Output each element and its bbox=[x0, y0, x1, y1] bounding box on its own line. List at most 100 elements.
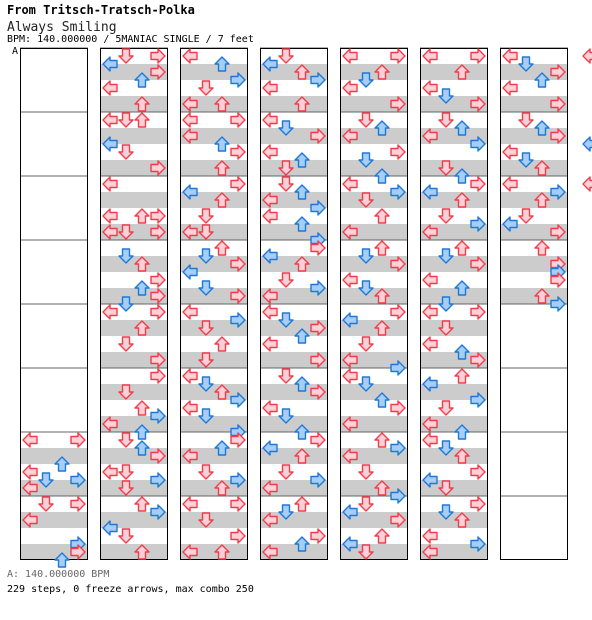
down-arrow-icon bbox=[278, 368, 294, 384]
left-arrow-icon bbox=[22, 464, 38, 480]
left-arrow-icon bbox=[182, 96, 198, 112]
right-arrow-icon bbox=[390, 144, 406, 160]
column-border bbox=[100, 48, 168, 560]
up-arrow-icon bbox=[214, 544, 230, 560]
right-arrow-icon bbox=[230, 312, 246, 328]
right-arrow-icon bbox=[150, 304, 166, 320]
up-arrow-icon bbox=[534, 240, 550, 256]
up-arrow-icon bbox=[214, 160, 230, 176]
left-arrow-icon bbox=[22, 480, 38, 496]
column-border bbox=[420, 48, 488, 560]
beat-stripe bbox=[420, 448, 488, 464]
down-arrow-icon bbox=[438, 208, 454, 224]
down-arrow-icon bbox=[438, 480, 454, 496]
left-arrow-icon bbox=[182, 224, 198, 240]
up-arrow-icon bbox=[374, 208, 390, 224]
left-arrow-icon bbox=[342, 48, 358, 64]
up-arrow-icon bbox=[214, 384, 230, 400]
right-arrow-icon bbox=[230, 496, 246, 512]
up-arrow-icon bbox=[454, 168, 470, 184]
left-arrow-icon bbox=[182, 368, 198, 384]
right-arrow-icon bbox=[310, 472, 326, 488]
beat-stripe bbox=[340, 288, 408, 304]
down-arrow-icon bbox=[358, 72, 374, 88]
left-arrow-icon bbox=[262, 144, 278, 160]
up-arrow-icon bbox=[134, 208, 150, 224]
down-arrow-icon bbox=[118, 464, 134, 480]
left-arrow-icon bbox=[102, 416, 118, 432]
up-arrow-icon bbox=[374, 288, 390, 304]
down-arrow-icon bbox=[438, 296, 454, 312]
down-arrow-icon bbox=[358, 376, 374, 392]
right-arrow-icon bbox=[470, 304, 486, 320]
up-arrow-icon bbox=[54, 552, 70, 568]
down-arrow-icon bbox=[198, 464, 214, 480]
beat-stripe bbox=[340, 160, 408, 176]
up-arrow-icon bbox=[214, 336, 230, 352]
down-arrow-icon bbox=[278, 504, 294, 520]
left-arrow-icon bbox=[342, 536, 358, 552]
right-arrow-icon bbox=[310, 320, 326, 336]
left-arrow-icon bbox=[502, 80, 518, 96]
up-arrow-icon bbox=[454, 448, 470, 464]
left-arrow-icon bbox=[102, 136, 118, 152]
left-arrow-icon bbox=[262, 400, 278, 416]
down-arrow-icon bbox=[198, 80, 214, 96]
right-arrow-icon bbox=[470, 392, 486, 408]
right-arrow-icon bbox=[150, 368, 166, 384]
up-arrow-icon bbox=[374, 320, 390, 336]
right-arrow-icon bbox=[550, 96, 566, 112]
up-arrow-icon bbox=[214, 480, 230, 496]
right-arrow-icon bbox=[310, 200, 326, 216]
pack-name: From Tritsch-Tratsch-Polka bbox=[7, 3, 195, 17]
right-arrow-icon bbox=[310, 128, 326, 144]
up-arrow-icon bbox=[294, 376, 310, 392]
left-arrow-icon bbox=[342, 416, 358, 432]
left-arrow-icon bbox=[262, 512, 278, 528]
right-arrow-icon bbox=[470, 216, 486, 232]
right-arrow-icon bbox=[390, 304, 406, 320]
right-arrow-icon bbox=[150, 208, 166, 224]
down-arrow-icon bbox=[358, 192, 374, 208]
left-arrow-icon bbox=[342, 368, 358, 384]
left-arrow-icon bbox=[262, 304, 278, 320]
right-arrow-icon bbox=[230, 176, 246, 192]
left-arrow-icon bbox=[422, 432, 438, 448]
bpm-info: A: 140.000000 BPM bbox=[7, 569, 110, 580]
down-arrow-icon bbox=[198, 376, 214, 392]
up-arrow-icon bbox=[454, 344, 470, 360]
up-arrow-icon bbox=[454, 120, 470, 136]
up-arrow-icon bbox=[134, 440, 150, 456]
up-arrow-icon bbox=[134, 400, 150, 416]
left-arrow-icon bbox=[182, 128, 198, 144]
beat-stripe bbox=[340, 384, 408, 400]
up-arrow-icon bbox=[534, 192, 550, 208]
left-arrow-icon bbox=[262, 544, 278, 560]
left-arrow-icon bbox=[422, 416, 438, 432]
up-arrow-icon bbox=[134, 112, 150, 128]
left-arrow-icon bbox=[422, 304, 438, 320]
down-arrow-icon bbox=[118, 432, 134, 448]
right-arrow-icon bbox=[230, 72, 246, 88]
up-arrow-icon bbox=[134, 280, 150, 296]
left-arrow-icon bbox=[502, 176, 518, 192]
right-arrow-icon bbox=[150, 64, 166, 80]
down-arrow-icon bbox=[198, 248, 214, 264]
up-arrow-icon bbox=[294, 184, 310, 200]
left-arrow-icon bbox=[422, 544, 438, 560]
down-arrow-icon bbox=[278, 312, 294, 328]
up-arrow-icon bbox=[454, 64, 470, 80]
left-arrow-icon bbox=[102, 80, 118, 96]
left-arrow-icon bbox=[102, 176, 118, 192]
up-arrow-icon bbox=[214, 56, 230, 72]
left-arrow-icon bbox=[262, 56, 278, 72]
left-arrow-icon bbox=[422, 528, 438, 544]
right-arrow-icon bbox=[310, 384, 326, 400]
beat-stripe bbox=[180, 160, 248, 176]
up-arrow-icon bbox=[214, 192, 230, 208]
down-arrow-icon bbox=[518, 208, 534, 224]
beat-stripe bbox=[100, 384, 168, 400]
right-arrow-icon bbox=[150, 272, 166, 288]
up-arrow-icon bbox=[294, 496, 310, 512]
left-arrow-icon bbox=[182, 184, 198, 200]
